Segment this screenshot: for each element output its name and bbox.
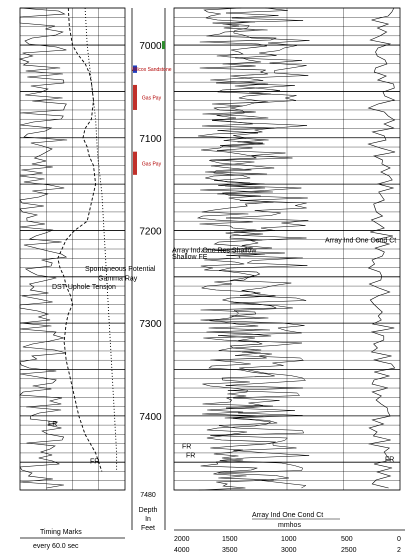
curve-label: Spontaneous Potential xyxy=(85,266,156,273)
timing-marks-subtitle: every 60.0 sec xyxy=(33,543,79,550)
cond-scale1-1: 1500 xyxy=(222,536,238,543)
depth-tick-label: 7300 xyxy=(139,319,162,330)
cond-scale2-4: 2 xyxy=(397,547,401,554)
depth-axis-label-line3: Feet xyxy=(141,525,155,532)
cond-scale1-0: 2000 xyxy=(174,536,190,543)
zone-label: Gas Pay xyxy=(142,161,162,167)
cond-scale1-3: 500 xyxy=(341,536,353,543)
zone-bar xyxy=(133,65,137,73)
cond-scale2-2: 3000 xyxy=(281,547,297,554)
curve-label: Array Ind One Res Shallow xyxy=(172,248,257,255)
right-track-footer: Array Ind One Cond Ct mmhos 2000 1500 10… xyxy=(174,512,405,554)
depth-axis-footer: Depth In Feet 7480 xyxy=(139,492,158,532)
cond-scale2-3: 2500 xyxy=(341,547,357,554)
cond-scale1-4: 0 xyxy=(397,536,401,543)
label-layer: 7000 7100 7200 7300 7400 Array Ind One Res Sh… xyxy=(48,41,396,465)
zone-bar xyxy=(133,151,137,175)
curve-label: Array Ind One Cond Ct xyxy=(325,238,396,245)
fr-marker-label: FR xyxy=(182,443,191,450)
fr-marker-label: FR xyxy=(186,453,195,460)
depth-axis-label-line2: In xyxy=(145,516,151,523)
cond-scale1-2: 1000 xyxy=(281,536,297,543)
depth-tick-label: 7200 xyxy=(139,226,162,237)
depth-tick-label: 7400 xyxy=(139,412,162,423)
zone-layer: Wilcox Sandstone Gas Pay Gas Pay xyxy=(131,41,172,175)
conductivity-trace xyxy=(209,7,310,489)
cond-track-title: Array Ind One Cond Ct xyxy=(252,512,323,519)
far-right-trace xyxy=(367,7,396,489)
depth-tick-label: 7100 xyxy=(139,134,162,145)
resistivity-trace xyxy=(196,7,277,491)
timing-marks-label: Timing Marks xyxy=(40,529,82,536)
grid-layer xyxy=(19,7,401,530)
left-track-footer: Timing Marks every 60.0 sec xyxy=(20,529,125,550)
left-trace xyxy=(18,7,68,489)
zone-bar xyxy=(133,84,137,110)
series-line xyxy=(84,7,118,472)
fr-marker-label: FR xyxy=(48,421,57,428)
depth-bottom-label: 7480 xyxy=(140,492,156,499)
depth-marker xyxy=(162,41,165,50)
curve-label: Shallow FE xyxy=(172,254,208,261)
curve-layer xyxy=(18,7,396,491)
curve-label: Gamma Ray xyxy=(98,276,138,283)
fr-marker-label: FR xyxy=(90,458,99,465)
fr-marker-label: FR xyxy=(385,456,394,463)
cond-scale2-1: 3500 xyxy=(222,547,238,554)
curve-label: DST Uphole Tension xyxy=(52,284,116,291)
zone-label: Wilcox Sandstone xyxy=(131,67,171,73)
depth-tick-label: 7000 xyxy=(139,41,162,52)
zone-label: Gas Pay xyxy=(142,95,162,101)
cond-scale2-0: 4000 xyxy=(174,547,190,554)
depth-axis-label-line1: Depth xyxy=(139,507,158,514)
cond-track-unit: mmhos xyxy=(278,522,301,529)
